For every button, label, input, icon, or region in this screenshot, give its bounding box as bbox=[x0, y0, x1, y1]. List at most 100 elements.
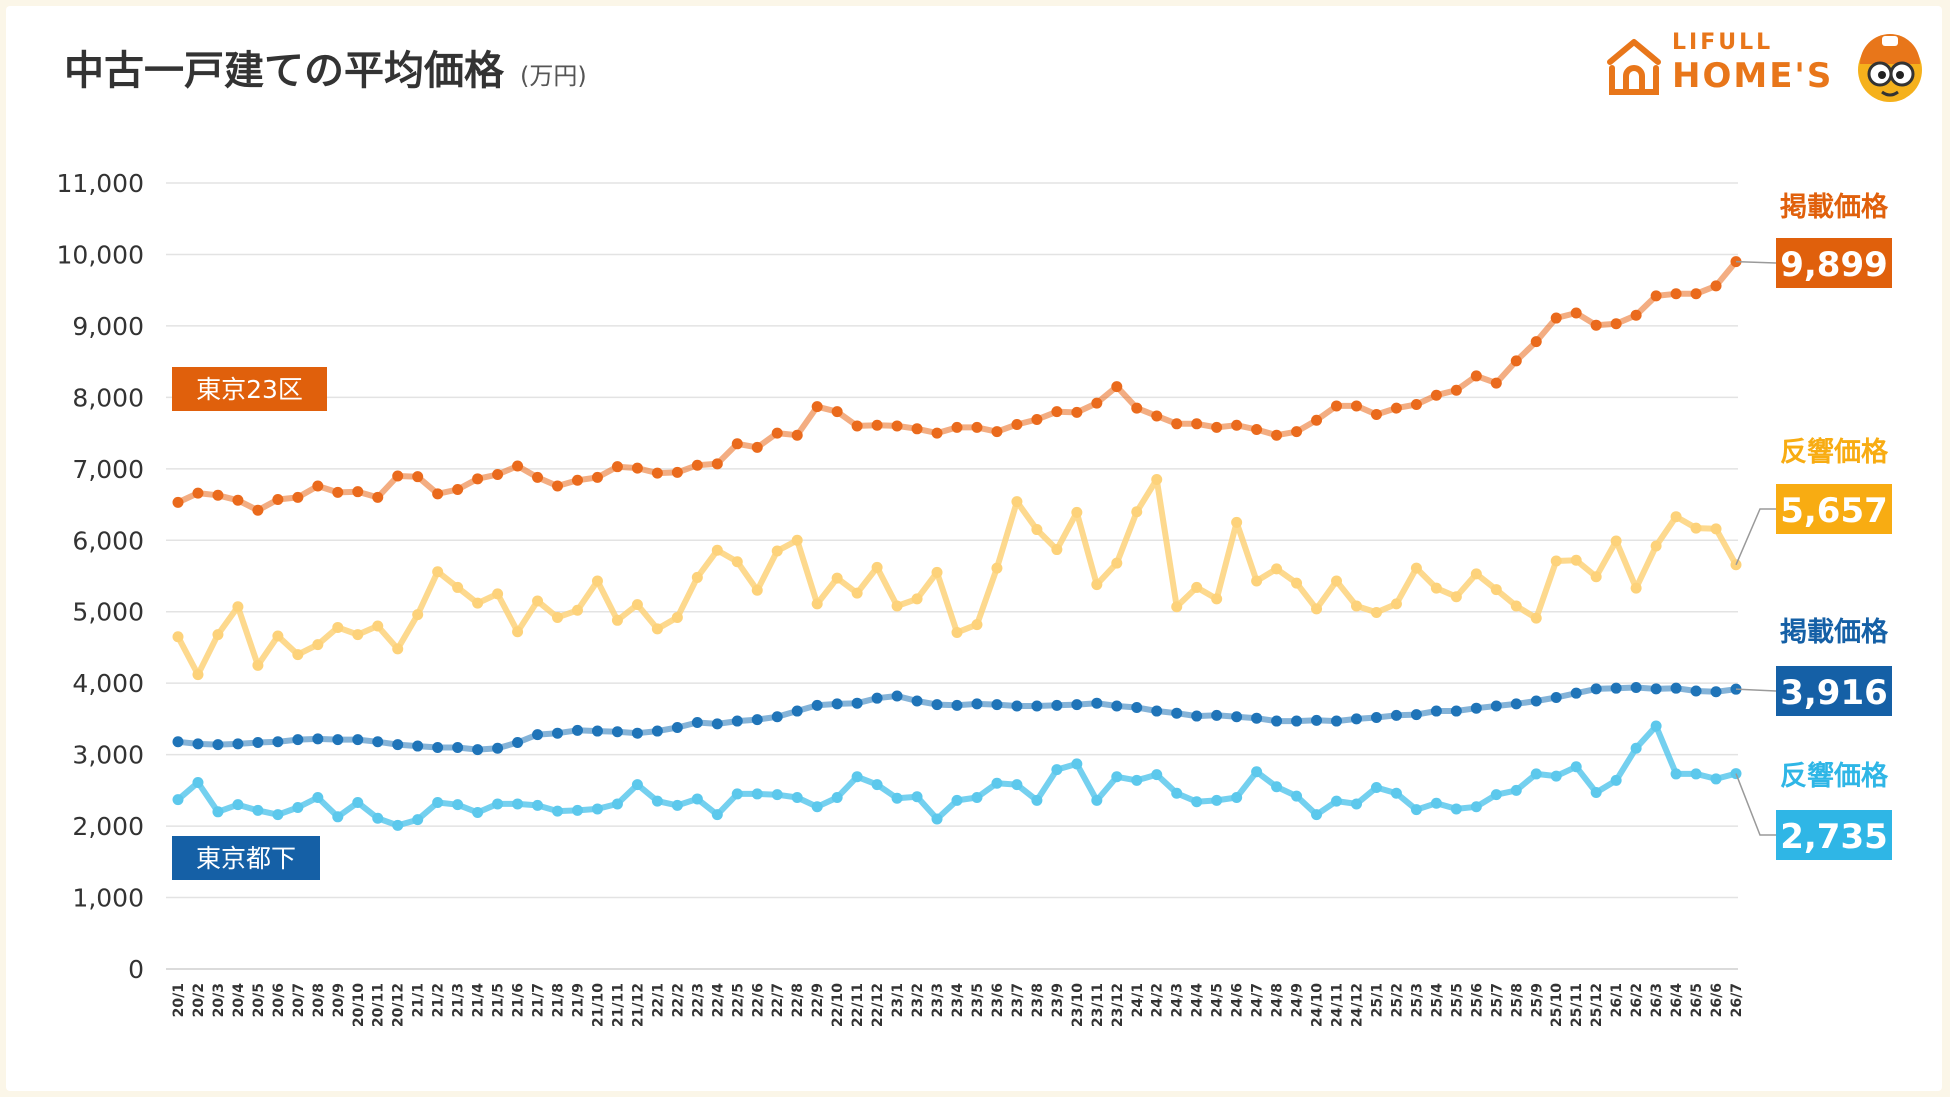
data-point bbox=[1311, 714, 1323, 726]
data-point bbox=[851, 587, 863, 599]
x-tick-label: 25/10 bbox=[1549, 983, 1565, 1027]
data-point bbox=[1211, 794, 1223, 806]
series-layer bbox=[172, 256, 1742, 831]
data-point bbox=[1490, 789, 1502, 801]
data-point bbox=[512, 626, 524, 638]
x-tick-label: 25/5 bbox=[1449, 983, 1465, 1017]
data-point bbox=[651, 725, 663, 737]
data-point bbox=[1370, 606, 1382, 618]
data-point bbox=[312, 480, 324, 492]
x-tick-label: 20/7 bbox=[291, 983, 307, 1017]
data-point bbox=[1530, 612, 1542, 624]
data-point bbox=[991, 562, 1003, 574]
lifull-homes-logo: LIFULL HOME'S bbox=[1600, 28, 1930, 108]
x-tick-label: 21/10 bbox=[590, 983, 606, 1027]
data-point bbox=[172, 736, 184, 748]
data-point bbox=[552, 611, 564, 623]
data-point bbox=[1011, 700, 1023, 712]
x-tick-label: 24/3 bbox=[1170, 983, 1186, 1017]
data-point bbox=[312, 733, 324, 745]
data-point bbox=[1111, 771, 1123, 783]
data-point bbox=[651, 467, 663, 479]
group-label-box bbox=[172, 367, 327, 411]
data-point bbox=[1550, 555, 1562, 567]
data-point bbox=[372, 491, 384, 503]
data-point bbox=[172, 794, 184, 806]
chart-title-text: 中古一戸建ての平均価格 bbox=[64, 48, 504, 94]
data-point bbox=[1470, 370, 1482, 382]
data-point bbox=[811, 801, 823, 813]
data-point bbox=[1690, 768, 1702, 780]
data-point bbox=[871, 419, 883, 431]
data-point bbox=[1450, 384, 1462, 396]
x-tick-label: 20/11 bbox=[371, 983, 387, 1027]
data-point bbox=[432, 741, 444, 753]
data-point bbox=[1470, 801, 1482, 813]
data-point bbox=[192, 777, 204, 789]
x-tick-label: 25/4 bbox=[1429, 983, 1445, 1018]
data-point bbox=[1710, 686, 1722, 698]
data-point bbox=[1570, 307, 1582, 319]
x-tick-label: 24/5 bbox=[1210, 983, 1226, 1017]
x-tick-label: 23/5 bbox=[970, 983, 986, 1017]
data-point bbox=[212, 629, 224, 641]
data-point bbox=[1450, 591, 1462, 603]
leader-line bbox=[1735, 773, 1776, 836]
data-point bbox=[1510, 698, 1522, 710]
data-point bbox=[1370, 711, 1382, 723]
data-point bbox=[1510, 355, 1522, 367]
data-point bbox=[1410, 709, 1422, 721]
data-point bbox=[1291, 715, 1303, 727]
data-point bbox=[552, 727, 564, 739]
data-point bbox=[751, 441, 763, 453]
data-point bbox=[1630, 309, 1642, 321]
data-point bbox=[392, 643, 404, 655]
x-tick-label: 25/8 bbox=[1509, 983, 1525, 1017]
data-point bbox=[771, 789, 783, 801]
data-point bbox=[1091, 697, 1103, 709]
data-point bbox=[372, 736, 384, 748]
data-point bbox=[1291, 790, 1303, 802]
x-tick-label: 24/9 bbox=[1290, 983, 1306, 1017]
data-point bbox=[591, 575, 603, 587]
data-point bbox=[1670, 511, 1682, 523]
data-point bbox=[512, 736, 524, 748]
data-point bbox=[1370, 782, 1382, 794]
x-tick-label: 26/4 bbox=[1669, 983, 1685, 1018]
data-point bbox=[1311, 809, 1323, 821]
data-point bbox=[1390, 402, 1402, 414]
data-point bbox=[671, 466, 683, 478]
data-point bbox=[811, 598, 823, 610]
data-point bbox=[1470, 702, 1482, 714]
data-point bbox=[1331, 400, 1343, 412]
data-point bbox=[432, 488, 444, 500]
x-tick-label: 20/4 bbox=[231, 983, 247, 1018]
x-tick-label: 20/12 bbox=[391, 983, 407, 1027]
data-point bbox=[771, 711, 783, 723]
data-point bbox=[1251, 424, 1263, 436]
data-point bbox=[352, 486, 364, 498]
data-point bbox=[851, 420, 863, 432]
data-point bbox=[1570, 554, 1582, 566]
data-point bbox=[591, 471, 603, 483]
data-point bbox=[1670, 288, 1682, 300]
data-point bbox=[1011, 419, 1023, 431]
data-point bbox=[1610, 318, 1622, 330]
y-tick-label: 5,000 bbox=[72, 598, 144, 627]
x-tick-label: 22/5 bbox=[730, 983, 746, 1017]
data-point bbox=[1091, 794, 1103, 806]
data-point bbox=[1510, 784, 1522, 796]
data-point bbox=[1131, 774, 1143, 786]
data-point bbox=[1211, 709, 1223, 721]
series-line bbox=[175, 258, 1739, 514]
data-point bbox=[1071, 758, 1083, 770]
data-point bbox=[991, 699, 1003, 711]
data-point bbox=[1430, 389, 1442, 401]
data-point bbox=[631, 727, 643, 739]
data-point bbox=[631, 462, 643, 474]
data-point bbox=[1470, 568, 1482, 580]
data-point bbox=[392, 739, 404, 751]
group-label: 東京都下 bbox=[196, 844, 296, 873]
y-tick-label: 2,000 bbox=[72, 812, 144, 841]
